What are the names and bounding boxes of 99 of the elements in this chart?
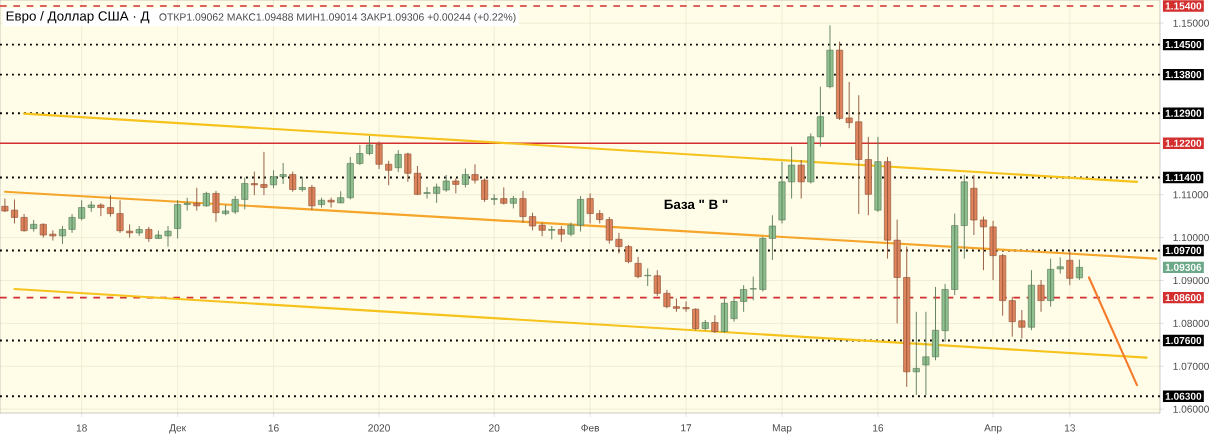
x-tick-label: 17 (681, 424, 692, 432)
candlestick (87, 200, 95, 213)
candlestick (404, 152, 412, 183)
candlestick (471, 163, 479, 185)
candlestick (979, 216, 987, 271)
candlestick (298, 176, 306, 193)
y-tick-label: 1.08000 (1173, 319, 1209, 327)
candlestick (442, 174, 450, 193)
candlestick (135, 225, 143, 237)
candlestick (145, 226, 153, 243)
candlestick (768, 214, 776, 261)
ref-line-label: 1.09700 (1165, 246, 1202, 255)
candlestick (538, 222, 546, 237)
candlestick (529, 212, 537, 231)
candlestick (260, 151, 268, 196)
text: 1.09306 (1165, 263, 1202, 271)
candlestick (126, 223, 134, 239)
x-tick-label: 2020 (368, 424, 390, 432)
x-tick-label: Мар (772, 424, 792, 434)
x-tick-label: 13 (1064, 424, 1075, 432)
candlestick (596, 209, 604, 224)
candlestick (49, 229, 57, 242)
candlestick (807, 132, 815, 185)
ref-line-label: 1.07600 (1165, 336, 1202, 345)
ref-line-label: 1.14500 (1165, 41, 1202, 49)
ref-line-label: 1.12900 (1165, 109, 1202, 117)
candlestick (855, 94, 863, 215)
candlestick (452, 177, 460, 194)
candlestick (183, 197, 191, 212)
y-tick-label: 1.11000 (1173, 191, 1209, 199)
candlestick (1056, 256, 1064, 275)
candlestick (548, 225, 556, 240)
candlestick (1, 198, 9, 213)
candlestick (481, 177, 489, 203)
candlestick (701, 319, 709, 331)
candlestick (106, 194, 114, 218)
ref-line-label: 1.06300 (1165, 392, 1202, 400)
candlestick (797, 159, 805, 200)
candlestick (605, 216, 613, 245)
candlestick (39, 222, 47, 239)
x-tick-label: 16 (873, 424, 884, 432)
candlestick (241, 177, 249, 210)
candlestick (557, 225, 565, 243)
text: ОТКР1.09062 МАКС1.09488 МИН1.09014 ЗАКР1.09306 +0.00244 (+0.22%) (159, 13, 516, 23)
candlestick (385, 160, 393, 186)
candlestick (423, 186, 431, 200)
y-tick-label: 1.06000 (1173, 405, 1209, 413)
candlestick (1018, 309, 1026, 339)
candlestick (1066, 250, 1074, 286)
candlestick (250, 171, 258, 196)
candlestick (490, 193, 498, 206)
candlestick (308, 184, 316, 211)
ref-line-label: 1.13800 (1165, 71, 1202, 79)
candlestick (231, 195, 239, 215)
candlestick (78, 199, 86, 221)
y-tick-label: 1.10000 (1173, 233, 1209, 242)
candlestick (845, 81, 853, 129)
ref-line-label: 1.08600 (1165, 294, 1202, 302)
candlestick (653, 269, 661, 297)
candlestick (154, 230, 162, 240)
ref-line-label: 1.11400 (1165, 173, 1201, 182)
candlestick (30, 219, 38, 233)
candlestick (500, 186, 508, 206)
y-tick-label: 1.07000 (1173, 362, 1209, 370)
candlestick (394, 149, 402, 173)
x-tick-label: Дек (169, 424, 187, 434)
candlestick (461, 168, 469, 188)
candlestick (903, 246, 911, 388)
x-tick-label: Фев (581, 424, 600, 432)
annotation: База " В " (664, 199, 728, 210)
text: Евро / Доллар США · Д (6, 10, 150, 24)
candlestick (1008, 296, 1016, 338)
candlestick (644, 268, 652, 287)
candlestick (711, 314, 719, 334)
ref-line-label: 1.15400 (1165, 2, 1202, 10)
candlestick (202, 191, 210, 208)
y-tick-label: 1.15000 (1173, 19, 1209, 27)
candlestick (164, 225, 172, 248)
ref-line-label: 1.12200 (1165, 139, 1202, 147)
candlestick (922, 311, 930, 396)
x-tick-label: 16 (268, 424, 279, 432)
candlestick (222, 204, 230, 216)
candlestick (365, 135, 373, 156)
candlestick (58, 225, 66, 245)
candlestick (509, 195, 517, 209)
candlestick (759, 236, 767, 293)
candlestick (97, 202, 105, 217)
candlestick (10, 198, 19, 224)
candlestick (193, 187, 201, 212)
x-tick-label: 18 (76, 424, 87, 432)
x-tick-label: 20 (489, 424, 500, 432)
x-tick-label: Апр (984, 424, 1002, 434)
candlestick (672, 298, 680, 313)
candlestick (433, 183, 441, 204)
candlestick (749, 276, 757, 301)
candlestick (289, 171, 297, 193)
candlestick (279, 162, 287, 185)
y-tick-label: 1.09000 (1173, 276, 1209, 285)
candlestick (327, 197, 335, 209)
